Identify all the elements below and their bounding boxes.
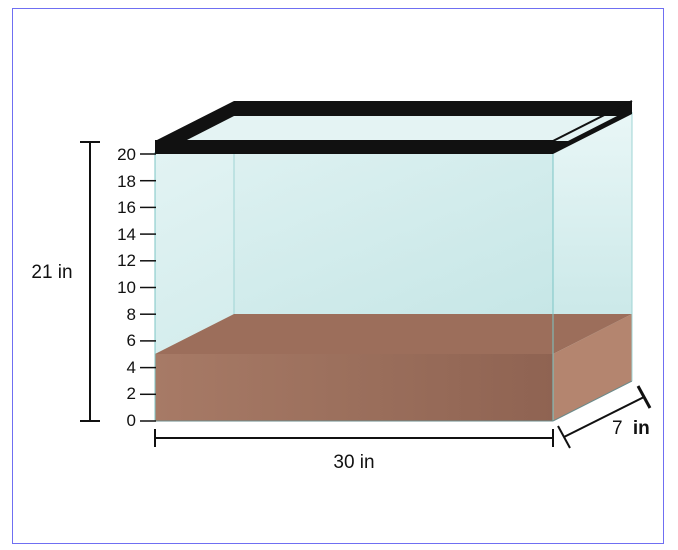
scale-tick-label: 18: [117, 172, 136, 191]
scale-tick-label: 20: [117, 145, 136, 164]
height-dimension: [80, 141, 100, 422]
height-label-bg: [22, 258, 82, 284]
width-label: 30 in: [333, 452, 374, 473]
sand-top: [155, 314, 632, 354]
scale-tick-label: 14: [117, 225, 136, 244]
depth-dimension: [557, 385, 652, 449]
sand-right-side: [553, 314, 632, 421]
scale-tick-label: 0: [127, 411, 136, 430]
depth-label-unit: in: [633, 418, 650, 439]
depth-label: 7 in: [612, 418, 650, 439]
tank-bottom-right-edge: [552, 380, 633, 422]
scale-tick-label: 8: [127, 305, 136, 324]
depth-scale: 20 18 16 14 12 10 8 6 4 2 0: [117, 145, 156, 430]
tank-rim-inner-right: [552, 100, 633, 142]
sand-front: [155, 354, 553, 421]
scale-tick-label: 10: [117, 278, 136, 297]
height-label: 21 in: [31, 262, 72, 283]
scale-tick-label: 12: [117, 251, 136, 270]
scale-tick-label: 16: [117, 198, 136, 217]
scale-tick-label: 4: [127, 358, 136, 377]
depth-label-value: 7: [612, 418, 623, 439]
scale-tick-label: 2: [127, 384, 136, 403]
width-dimension: [154, 429, 554, 447]
tank-right-glass: [553, 112, 632, 355]
scale-tick-label: 6: [127, 331, 136, 350]
tank-rim-opening: [185, 116, 617, 141]
